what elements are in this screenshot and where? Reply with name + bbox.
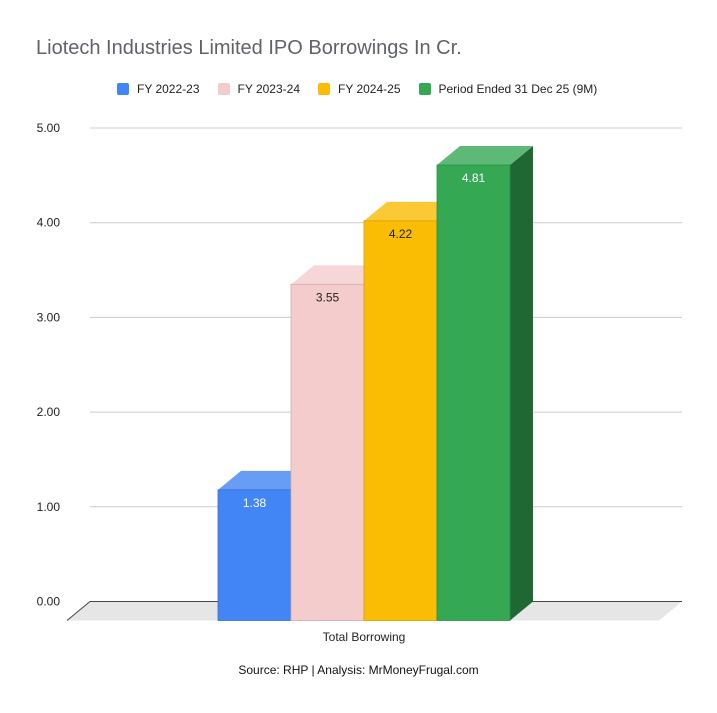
source-note: Source: RHP | Analysis: MrMoneyFrugal.co… [238, 663, 479, 677]
legend-swatch [318, 83, 330, 95]
legend-swatch [418, 83, 431, 95]
legend-swatch [117, 83, 129, 95]
legend-label: Period Ended 31 Dec 25 (9M) [438, 82, 598, 96]
y-tick-label: 3.00 [37, 310, 61, 324]
y-tick-label: 4.00 [37, 216, 61, 230]
y-tick-label: 0.00 [37, 595, 61, 609]
bar-value-label: 3.55 [316, 290, 340, 304]
bar-value-label: 4.81 [462, 171, 486, 185]
bar-4: 4.81 [436, 145, 533, 621]
chart-legend: FY 2022-23 FY 2023-24 FY 2024-25 Period … [117, 82, 597, 96]
bar-front-face [363, 220, 438, 621]
legend-label: FY 2023-24 [237, 82, 301, 96]
y-tick-label: 5.00 [37, 121, 61, 135]
bar-side-face [510, 145, 533, 621]
legend-swatch [217, 83, 230, 95]
bar-top-face [291, 265, 387, 285]
y-tick-label: 2.00 [37, 405, 61, 419]
legend-item-fy2023-24: FY 2023-24 [217, 82, 301, 96]
legend-item-period-9m: Period Ended 31 Dec 25 (9M) [418, 82, 598, 96]
bar-top-face [364, 201, 460, 221]
y-axis-line [66, 601, 91, 621]
bar-value-label: 4.22 [389, 227, 413, 241]
legend-label: FY 2024-25 [338, 82, 401, 96]
bar-top-face [218, 470, 314, 490]
legend-item-fy2024-25: FY 2024-25 [318, 82, 401, 96]
bar-value-label: 1.38 [243, 496, 267, 510]
chart-title: Liotech Industries Limited IPO Borrowing… [36, 37, 462, 59]
y-tick-label: 1.00 [37, 500, 61, 514]
legend-item-fy2022-23: FY 2022-23 [117, 82, 200, 96]
bar-top-face [437, 145, 533, 165]
x-category-label: Total Borrowing [323, 630, 406, 644]
bar-front-face [436, 164, 511, 621]
bar-front-face [290, 283, 365, 621]
legend-label: FY 2022-23 [137, 82, 200, 96]
